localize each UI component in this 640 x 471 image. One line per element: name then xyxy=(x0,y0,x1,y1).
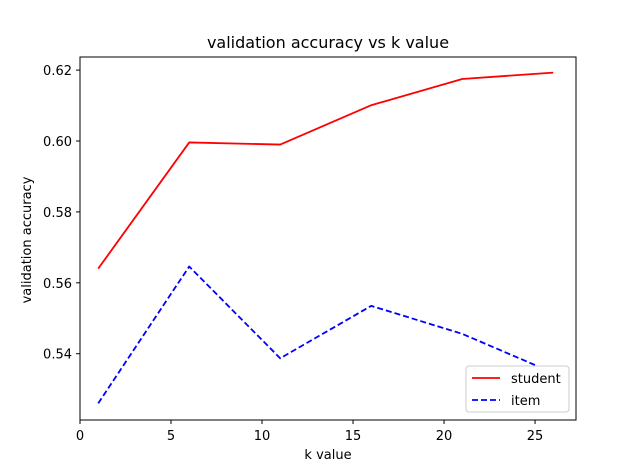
x-tick-label: 25 xyxy=(527,429,544,444)
y-tick-label: 0.54 xyxy=(43,348,72,363)
x-tick-label: 5 xyxy=(167,429,175,444)
legend: student item xyxy=(465,365,570,413)
series-line-student xyxy=(97,71,554,270)
chart-title: validation accuracy vs k value xyxy=(207,33,449,52)
series-line-item xyxy=(97,265,554,404)
x-axis-label: k value xyxy=(304,448,351,463)
legend-label-student: student xyxy=(511,372,561,387)
y-tick-label: 0.58 xyxy=(43,206,72,221)
x-tick-label: 20 xyxy=(436,429,453,444)
x-tick-label: 10 xyxy=(254,429,271,444)
plot-area: 0 5 10 15 20 25 0.54 0.56 0.58 0.60 0.62 student ite… xyxy=(43,56,577,444)
y-tick-label: 0.62 xyxy=(43,64,72,79)
x-tick-label: 15 xyxy=(345,429,362,444)
legend-label-item: item xyxy=(511,394,540,409)
axes-frame xyxy=(79,56,577,421)
y-axis-label: validation accuracy xyxy=(20,176,35,303)
y-tick-label: 0.60 xyxy=(43,135,72,150)
y-tick-label: 0.56 xyxy=(43,277,72,292)
x-tick-label: 0 xyxy=(76,429,84,444)
